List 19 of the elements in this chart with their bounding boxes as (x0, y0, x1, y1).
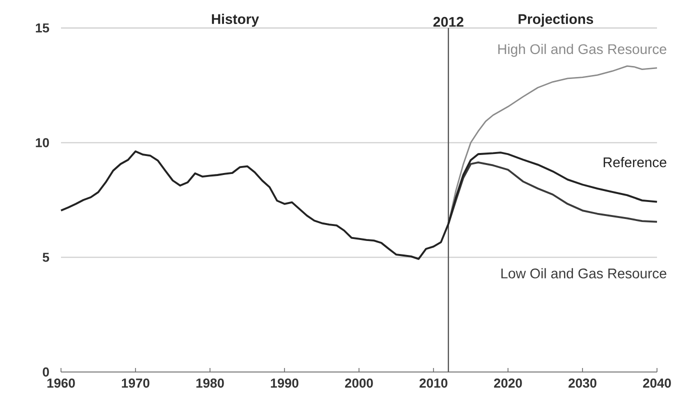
text: History (212, 14, 259, 27)
x-tick-label: 1970 (122, 378, 150, 388)
text: Low Oil and Gas Resource (501, 268, 666, 278)
y-tick-label: 0 (42, 367, 49, 377)
x-tick-label: 2020 (494, 378, 522, 388)
y-tick-label: 10 (36, 138, 49, 148)
series-label: High Oil and Gas Resource (498, 44, 666, 57)
y-tick-label: 15 (36, 23, 50, 33)
x-tick-label: 1960 (47, 378, 75, 388)
x-tick-label: 2030 (568, 378, 596, 388)
x-tick-label: 2040 (643, 378, 671, 388)
x-tick-label: 2000 (345, 378, 373, 388)
series-label: Reference (604, 157, 666, 168)
x-tick-label: 1990 (270, 378, 298, 388)
x-tick-label: 2010 (420, 378, 448, 388)
x-tick-label: 1980 (196, 378, 224, 388)
ref-line-label: 2012 (433, 16, 464, 27)
y-tick-label: 5 (42, 252, 50, 262)
text: Projections (518, 14, 594, 27)
